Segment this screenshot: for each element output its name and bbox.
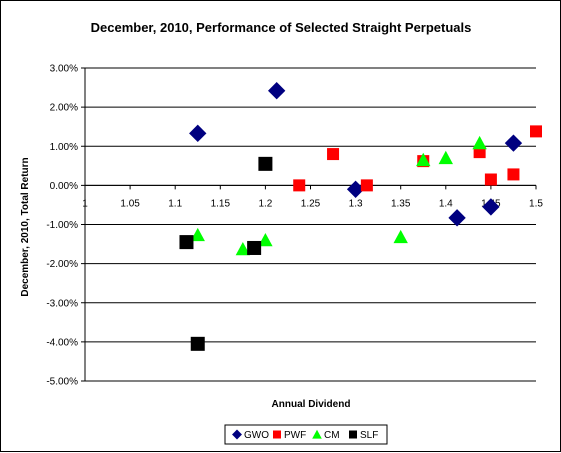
series-cm [190,135,487,256]
legend-label: PWF [284,430,306,441]
x-tick-label: 1.5 [529,198,543,209]
legend-marker [273,430,281,439]
data-point [247,240,262,255]
data-point [482,198,500,216]
data-point [484,173,497,186]
data-point [448,209,466,227]
data-point [346,180,365,198]
data-point [179,235,194,250]
legend-label: CM [324,430,340,441]
legend-box [224,424,388,445]
data-point [293,179,306,192]
y-tick-label: -2.00% [46,259,78,270]
y-tick-label: 2.00% [50,103,78,114]
legend-item: PWF [273,430,306,441]
y-tick-label: 0.00% [50,181,78,192]
data-point [258,156,273,171]
x-tick-label: 1.15 [211,198,231,209]
x-tick-label: 1.35 [391,198,411,209]
y-axis-label: December, 2010, Total Return [20,157,31,296]
legend-marker [312,429,322,439]
data-point [504,134,523,152]
x-tick-label: 1.4 [439,198,453,209]
y-tick-label: -1.00% [46,220,78,231]
data-point [530,125,542,138]
legend-item: GWO [232,429,269,441]
legend-label: GWO [244,430,269,441]
y-tick-label: -4.00% [46,337,78,348]
x-tick-label: 1.3 [349,198,363,209]
legend-label: SLF [360,430,378,441]
data-point [267,82,286,100]
data-point [360,179,373,192]
legend-item: SLF [349,430,378,441]
series-slf [179,156,273,351]
chart-title: December, 2010, Performance of Selected … [91,20,472,35]
y-tick-label: -3.00% [46,298,78,309]
x-tick-label: 1.25 [301,198,321,209]
legend-marker [349,430,357,439]
data-point [190,227,205,242]
data-point [393,229,408,244]
legend: GWO PWF CM SLF [224,424,388,445]
x-tick-label: 1.2 [258,198,272,209]
data-point [190,336,205,351]
x-tick-label: 1 [82,198,88,209]
data-point [189,124,207,143]
y-tick-label: 1.00% [50,142,78,153]
data-point [327,148,340,161]
data-point [416,152,431,167]
plot-area: 3.00% 2.00% 1.00% 0.00% -1.00% -2.00% -3.00% -4… [46,64,543,388]
legend-item: CM [312,429,340,441]
x-tick-label: 1.05 [120,198,140,209]
y-tick-label: -5.00% [46,377,78,388]
data-point [438,150,453,165]
x-axis-label: Annual Dividend [272,399,351,410]
y-tick-label: 3.00% [50,64,78,75]
data-point [258,232,273,247]
data-point [235,241,251,256]
series-gwo [189,82,523,227]
x-tick-label: 1.1 [168,198,182,209]
data-point [472,135,487,150]
data-point [507,168,520,181]
legend-marker [232,429,242,440]
